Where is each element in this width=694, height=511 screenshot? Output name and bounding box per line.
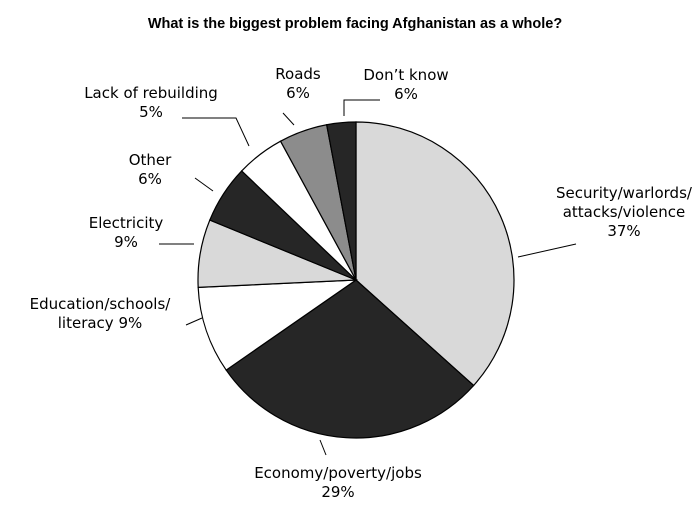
pie-slice — [225, 279, 475, 439]
slice-label-line: 5% — [139, 103, 163, 121]
leader-line — [182, 117, 250, 147]
slice-label: Economy/poverty/jobs 29% — [254, 464, 422, 501]
slice-label-line: literacy 9% — [58, 314, 143, 332]
slice-label-line: 29% — [321, 483, 354, 501]
leader-lines — [159, 99, 577, 456]
slice-label-line: Lack of rebuilding — [84, 84, 218, 102]
slice-label-line: Other — [129, 151, 172, 169]
leader-line — [185, 317, 203, 326]
slice-label: Lack of rebuilding 5% — [84, 84, 218, 121]
slice-label-line: 6% — [138, 170, 162, 188]
leader-line — [282, 112, 295, 126]
slice-label-line: Security/warlords/ — [556, 184, 693, 202]
slice-label-line: Electricity — [89, 214, 164, 232]
slice-labels: Security/warlords/attacks/violence 37% Eco… — [30, 65, 693, 501]
slice-label: Other 6% — [129, 151, 172, 188]
leader-line — [517, 243, 577, 258]
slice-label-line: 6% — [286, 84, 310, 102]
pie-slice — [355, 121, 515, 387]
slice-label-line: 9% — [114, 233, 138, 251]
slice-label-line: Roads — [275, 65, 321, 83]
leader-line — [319, 439, 327, 456]
slice-label-line: Education/schools/ — [30, 295, 172, 313]
pie-slice — [197, 279, 359, 371]
slice-label: Education/schools/literacy 9% — [30, 295, 172, 332]
slice-label-line: Economy/poverty/jobs — [254, 464, 422, 482]
leader-line — [343, 99, 380, 116]
chart-title: What is the biggest problem facing Afgha… — [148, 16, 563, 32]
pie-slice — [325, 121, 357, 281]
slice-label: Electricity 9% — [89, 214, 164, 251]
slice-label: Don’t know 6% — [363, 66, 448, 103]
pie-slices — [197, 121, 515, 439]
slice-label-line: 6% — [394, 85, 418, 103]
slice-label-line: 37% — [607, 222, 640, 240]
slice-label: Security/warlords/attacks/violence 37% — [556, 184, 693, 240]
slice-label-line: Don’t know — [363, 66, 448, 84]
leader-line — [194, 177, 214, 192]
slice-label: Roads 6% — [275, 65, 321, 102]
slice-label-line: attacks/violence — [563, 203, 686, 221]
